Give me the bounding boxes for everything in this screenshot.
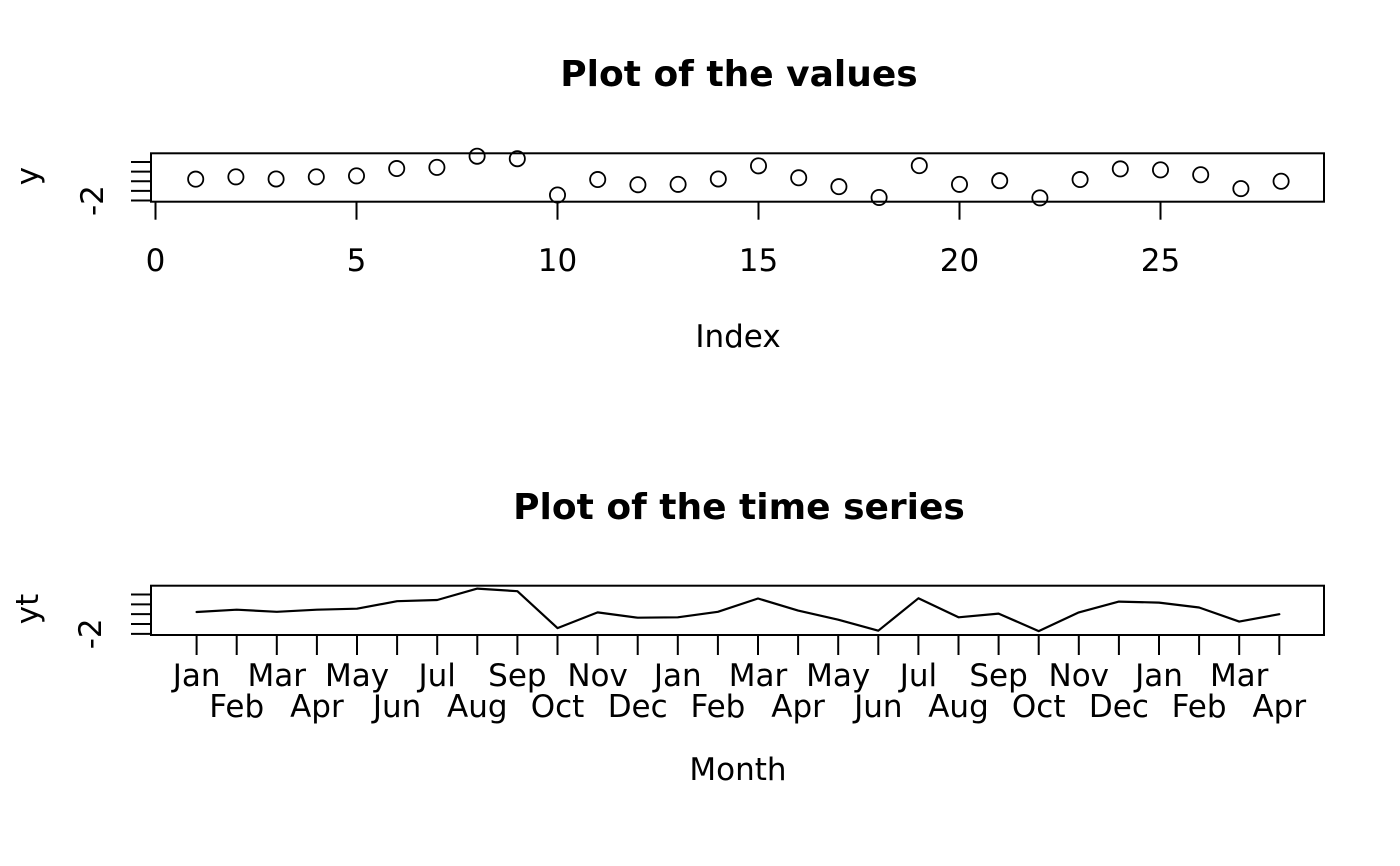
data-point bbox=[830, 178, 848, 196]
timeseries-y-axis-label: yt bbox=[10, 594, 46, 625]
values-plot-area: -2 0 5 10 15 20 25 bbox=[75, 147, 1325, 279]
values-plot-title: Plot of the values bbox=[560, 54, 918, 95]
data-point bbox=[1232, 180, 1250, 198]
data-point bbox=[187, 170, 205, 188]
month-tick-label: Dec bbox=[1089, 689, 1149, 725]
x-tick-label: 25 bbox=[1141, 243, 1180, 279]
month-tick-label: Dec bbox=[608, 689, 668, 725]
data-point bbox=[1071, 171, 1089, 189]
month-tick-label: Oct bbox=[531, 689, 585, 725]
month-tick-label: Jun bbox=[371, 689, 421, 725]
timeseries-plot-title: Plot of the time series bbox=[513, 487, 965, 528]
series-line bbox=[195, 587, 1281, 633]
month-tick-label: May bbox=[806, 658, 870, 694]
month-tick-label: Sep bbox=[488, 658, 546, 694]
data-point bbox=[951, 175, 969, 193]
month-tick-label: Mar bbox=[729, 658, 788, 694]
month-tick-label: Jan bbox=[652, 658, 702, 694]
month-tick-label: Oct bbox=[1012, 689, 1066, 725]
data-point bbox=[870, 188, 888, 206]
data-point bbox=[629, 176, 647, 194]
data-point bbox=[428, 158, 446, 176]
data-point bbox=[347, 167, 365, 185]
month-tick-label: Aug bbox=[928, 689, 989, 725]
data-point bbox=[267, 170, 285, 188]
x-tick-label: 10 bbox=[538, 243, 577, 279]
data-point bbox=[709, 170, 727, 188]
data-point bbox=[508, 150, 526, 168]
data-point bbox=[1272, 172, 1290, 190]
month-tick-label: Jul bbox=[898, 658, 937, 694]
data-point bbox=[1031, 189, 1049, 207]
month-tick-label: Nov bbox=[567, 658, 628, 694]
data-point bbox=[1192, 166, 1210, 184]
data-point bbox=[750, 157, 768, 175]
data-point bbox=[910, 157, 928, 175]
month-tick-label: May bbox=[325, 658, 389, 694]
data-point bbox=[468, 147, 486, 165]
y-tick-label: -2 bbox=[73, 618, 109, 649]
month-tick-label: Jan bbox=[171, 658, 221, 694]
month-tick-label: Feb bbox=[1172, 689, 1227, 725]
data-point bbox=[388, 160, 406, 178]
data-point bbox=[589, 171, 607, 189]
month-tick-label: Mar bbox=[1210, 658, 1269, 694]
timeseries-x-axis-label: Month bbox=[689, 752, 786, 788]
month-tick-label: Feb bbox=[209, 689, 264, 725]
plot-box bbox=[150, 584, 1325, 637]
month-tick-label: Apr bbox=[1252, 689, 1306, 725]
values-x-axis-label: Index bbox=[695, 319, 780, 355]
month-tick-label: Nov bbox=[1049, 658, 1110, 694]
x-tick-label: 5 bbox=[347, 243, 367, 279]
values-plot: Plot of the values Index y -2 0 5 10 15 20 25 bbox=[10, 54, 1325, 355]
month-tick-label: Jun bbox=[852, 689, 902, 725]
data-point bbox=[307, 168, 325, 186]
timeseries-plot: Plot of the time series Month yt -2JanFe… bbox=[10, 487, 1325, 788]
month-tick-label: Mar bbox=[248, 658, 307, 694]
x-tick-label: 0 bbox=[146, 243, 166, 279]
data-point bbox=[549, 186, 567, 204]
month-tick-label: Jul bbox=[416, 658, 455, 694]
data-point bbox=[669, 175, 687, 193]
plot-box bbox=[150, 152, 1325, 203]
month-tick-label: Apr bbox=[771, 689, 825, 725]
month-tick-label: Feb bbox=[690, 689, 745, 725]
y-tick-label: -2 bbox=[75, 185, 111, 216]
data-point bbox=[1152, 161, 1170, 179]
data-point bbox=[227, 168, 245, 186]
x-tick-label: 15 bbox=[739, 243, 778, 279]
data-point bbox=[991, 172, 1009, 190]
month-tick-label: Aug bbox=[447, 689, 508, 725]
month-tick-label: Apr bbox=[290, 689, 344, 725]
month-tick-label: Sep bbox=[969, 658, 1027, 694]
x-tick-label: 20 bbox=[940, 243, 979, 279]
timeseries-plot-area: -2JanFebMarAprMayJunJulAugSepOctNovDecJa… bbox=[73, 584, 1325, 725]
data-point bbox=[790, 169, 808, 187]
values-y-axis-label: y bbox=[10, 167, 46, 185]
month-tick-label: Jan bbox=[1133, 658, 1183, 694]
data-point bbox=[1111, 160, 1129, 178]
